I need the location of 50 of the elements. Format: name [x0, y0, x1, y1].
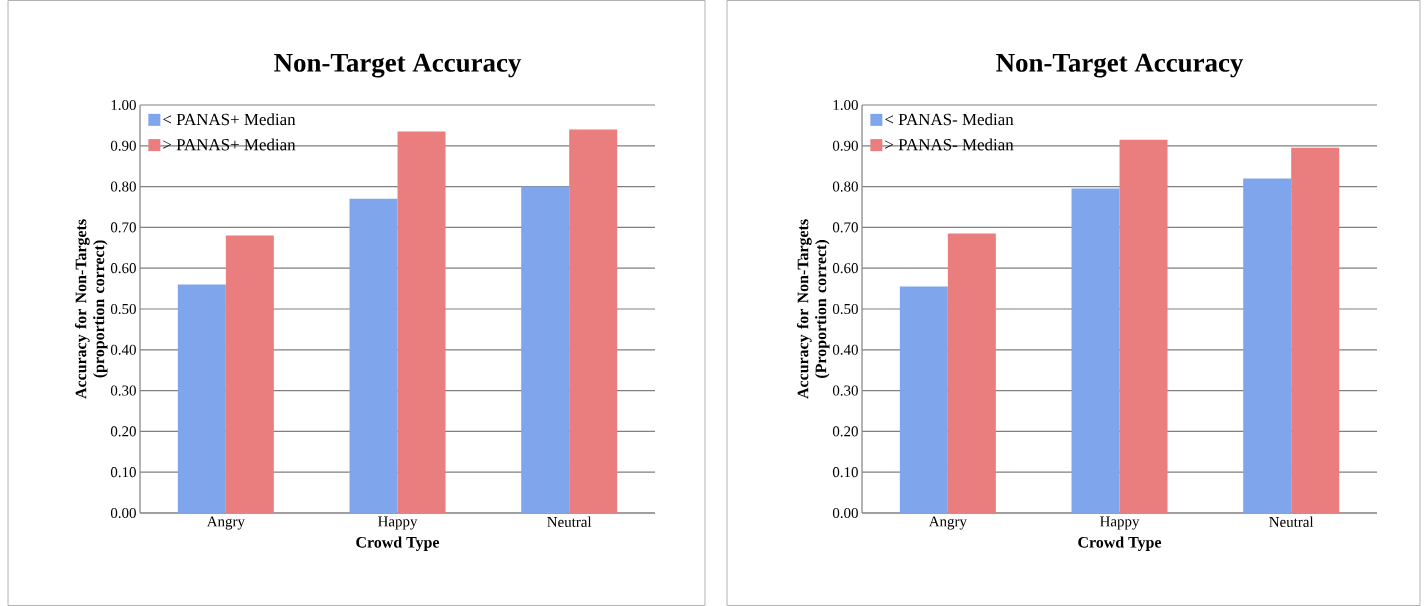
- bar: [521, 186, 570, 513]
- y-axis-title: Accuracy for Non-Targets (Proportion correct): [796, 219, 830, 399]
- y-tick-label: 0.40: [110, 344, 136, 355]
- legend-label: > PANAS- Median: [885, 138, 1014, 151]
- y-axis-title: Accuracy for Non-Targets (proportion correct): [74, 219, 108, 399]
- y-tick-label: 0.50: [832, 303, 858, 315]
- y-tick-label: 0.60: [832, 263, 858, 274]
- y-tick-label: 0.70: [110, 222, 136, 233]
- bar: [569, 129, 618, 513]
- x-tick-label: Neutral: [1269, 516, 1314, 528]
- y-tick-label: 0.20: [110, 426, 136, 437]
- x-tick-label: Angry: [206, 516, 245, 530]
- y-tick-label: 0.90: [110, 140, 136, 151]
- bar: [225, 235, 274, 513]
- x-tick-label: Angry: [928, 516, 967, 530]
- y-tick-label: 0.10: [832, 467, 858, 478]
- bar: [1071, 188, 1120, 513]
- x-axis-title: Crowd Type: [1078, 536, 1162, 551]
- y-tick-label: 0.00: [110, 507, 136, 519]
- y-tick-label: 0.10: [110, 467, 136, 478]
- y-tick-label: 1.00: [111, 99, 136, 111]
- y-tick-label: 0.60: [110, 263, 136, 274]
- bar: [177, 284, 226, 513]
- y-tick-label: 0.70: [832, 222, 858, 233]
- legend-label: < PANAS- Median: [885, 113, 1014, 126]
- bar: [1119, 139, 1168, 513]
- x-tick-label: Neutral: [547, 516, 592, 528]
- legend-label: < PANAS+ Median: [163, 113, 296, 126]
- y-tick-label: 0.50: [110, 303, 136, 315]
- bar: [1243, 178, 1292, 513]
- y-tick-label: 0.30: [832, 385, 858, 396]
- y-tick-label: 0.80: [832, 181, 858, 192]
- bar: [899, 286, 948, 513]
- bar: [397, 131, 446, 513]
- y-tick-label: 0.90: [832, 140, 858, 151]
- x-tick-label: Happy: [1100, 516, 1140, 530]
- y-tick-label: 0.30: [110, 385, 136, 396]
- x-axis-title: Crowd Type: [356, 536, 440, 551]
- y-tick-label: 0.40: [832, 344, 858, 355]
- legend-label: > PANAS+ Median: [163, 138, 296, 151]
- x-tick-label: Happy: [378, 516, 418, 530]
- chart-title: Non-Target Accuracy: [996, 53, 1244, 78]
- chart-title: Non-Target Accuracy: [274, 53, 522, 78]
- y-tick-label: 1.00: [833, 99, 858, 111]
- bar: [1291, 147, 1340, 513]
- y-tick-label: 0.00: [832, 507, 858, 519]
- y-tick-label: 0.20: [832, 426, 858, 437]
- y-tick-label: 0.80: [110, 181, 136, 192]
- bar: [349, 198, 398, 513]
- bar: [947, 233, 996, 513]
